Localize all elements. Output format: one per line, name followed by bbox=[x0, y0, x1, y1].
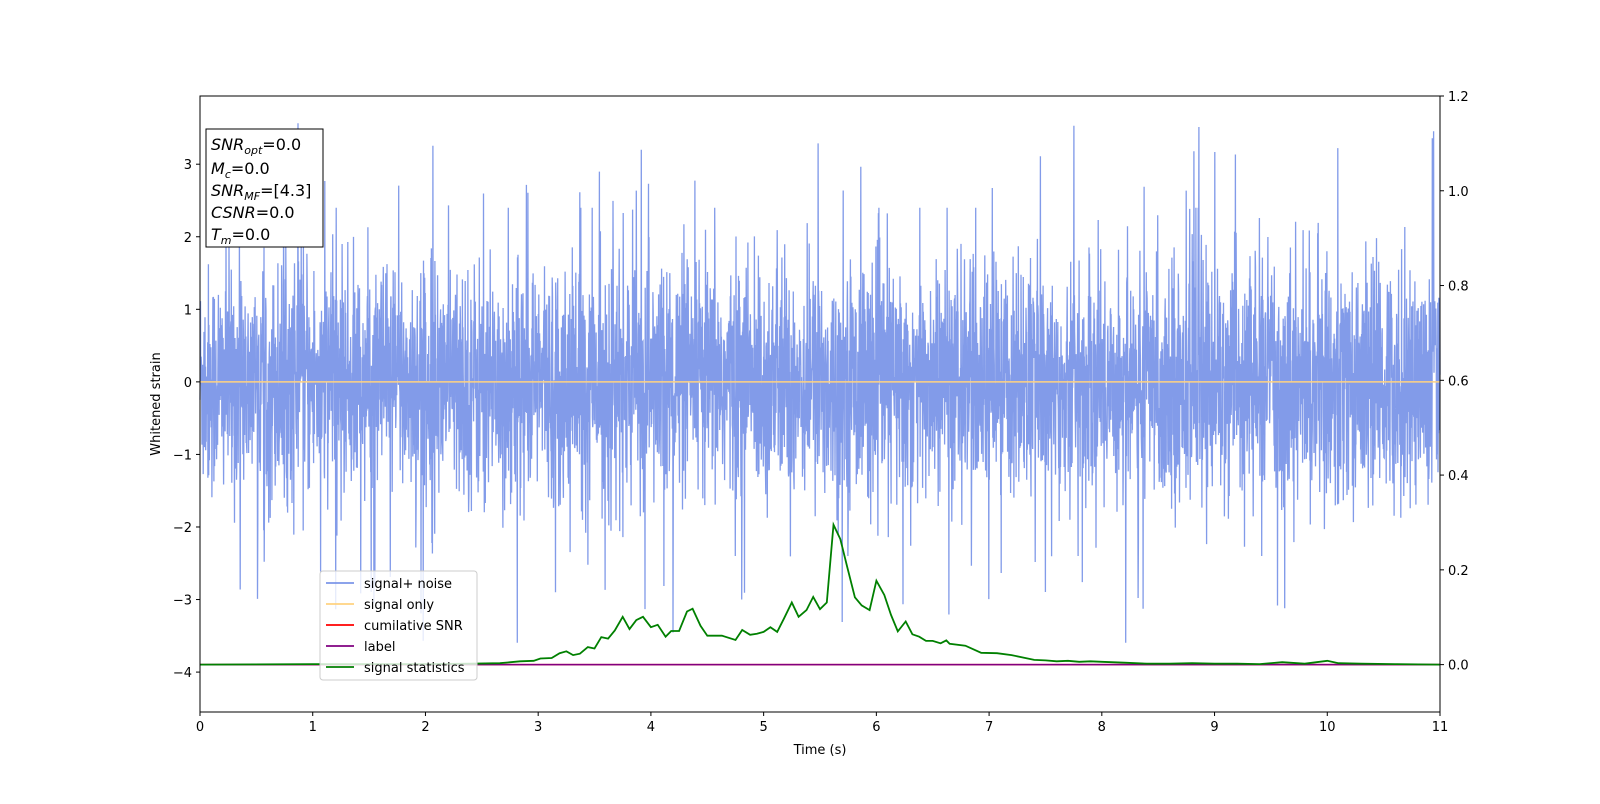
y-tick-label: 2 bbox=[184, 231, 192, 246]
x-tick-label: 5 bbox=[759, 720, 767, 735]
x-tick-label: 9 bbox=[1210, 720, 1218, 735]
annotation-line: SNRMF=[4.3] bbox=[211, 181, 311, 203]
y2-tick-label: 0.4 bbox=[1448, 469, 1469, 484]
y2-tick-label: 0.8 bbox=[1448, 280, 1469, 295]
legend-label: signal statistics bbox=[364, 661, 465, 676]
annotation-frame bbox=[205, 128, 324, 248]
series-signal-statistics bbox=[199, 521, 1441, 666]
x-tick-label: 1 bbox=[309, 720, 317, 735]
y-axis-label: Whitened strain bbox=[149, 352, 164, 455]
y-tick-label: 1 bbox=[184, 303, 192, 318]
y2-tick-label: 1.2 bbox=[1448, 90, 1469, 105]
legend-label: signal+ noise bbox=[364, 577, 452, 592]
legend-frame bbox=[319, 570, 478, 681]
legend: signal+ noise signal only cumilative SNR la… bbox=[319, 570, 478, 681]
y2-tick-label: 0.6 bbox=[1448, 374, 1469, 389]
y2-tick-label: 0.0 bbox=[1448, 659, 1469, 674]
axes-frame bbox=[199, 95, 1441, 713]
y-tick-label: −1 bbox=[173, 448, 192, 463]
axis-ticks: 0 1 2 3 4 5 6 7 8 9 10 11 −4 −3 −2 −1 0 1 2 3 0.0 0.2 0.4 0.6 0.… bbox=[173, 90, 1469, 735]
y-tick-label: 0 bbox=[184, 376, 192, 391]
annotation-line: Tm=0.0 bbox=[211, 225, 270, 247]
y-tick-label: −4 bbox=[173, 666, 192, 681]
y2-tick-label: 0.2 bbox=[1448, 564, 1469, 579]
y2-tick-label: 1.0 bbox=[1448, 185, 1469, 200]
legend-label: signal only bbox=[364, 598, 434, 613]
x-tick-label: 0 bbox=[196, 720, 204, 735]
x-tick-label: 6 bbox=[872, 720, 880, 735]
legend-label: cumilative SNR bbox=[364, 619, 463, 634]
x-tick-label: 4 bbox=[647, 720, 655, 735]
y-tick-label: 3 bbox=[184, 158, 192, 173]
legend-label: label bbox=[364, 640, 395, 655]
annotation-line: CSNR=0.0 bbox=[211, 203, 295, 222]
y-tick-label: −2 bbox=[173, 521, 192, 536]
x-tick-label: 10 bbox=[1319, 720, 1336, 735]
x-tick-label: 2 bbox=[421, 720, 429, 735]
x-tick-label: 7 bbox=[985, 720, 993, 735]
x-tick-label: 11 bbox=[1432, 720, 1449, 735]
x-axis-label: Time (s) bbox=[793, 743, 847, 758]
series-signal-noise bbox=[199, 123, 1441, 643]
x-tick-label: 8 bbox=[1098, 720, 1106, 735]
x-tick-label: 3 bbox=[534, 720, 542, 735]
annotation-line: SNRopt=0.0 bbox=[211, 135, 301, 157]
annotation-line: Mc=0.0 bbox=[211, 159, 270, 181]
y-tick-label: −3 bbox=[173, 594, 192, 609]
